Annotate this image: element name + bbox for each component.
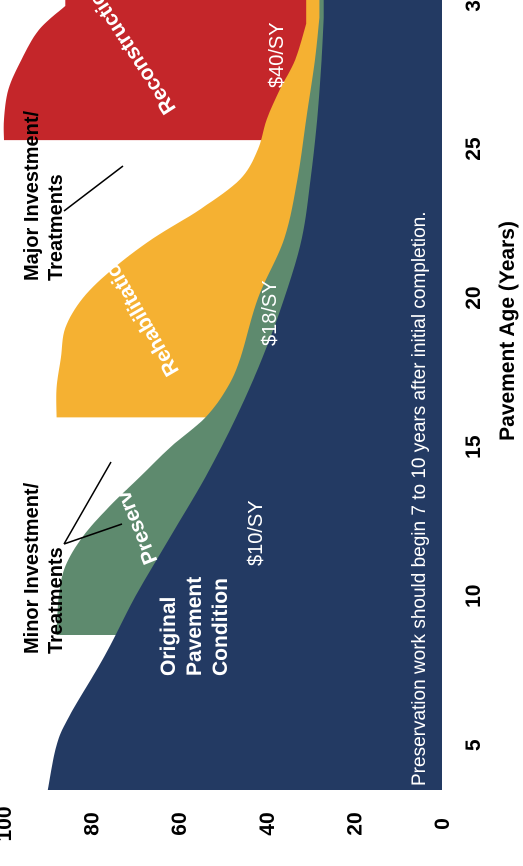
major-leader-line <box>63 165 124 212</box>
major-investment-line-1: Major Investment/ <box>21 111 43 281</box>
annotations: Minor Investment/ Treatments Major Inves… <box>21 111 124 654</box>
plot-area: Original Pavement Condition Preservation $… <box>0 0 519 842</box>
y-tick-label: 80 <box>81 812 104 835</box>
series-areas <box>3 0 442 790</box>
preservation-note: Preservation work should begin 7 to 10 y… <box>409 211 430 786</box>
minor-investment-line-2: Treatments <box>45 547 67 654</box>
rehabilitation-cost-label: $18/SY <box>259 280 281 346</box>
original-pavement-condition-area <box>47 0 442 790</box>
y-tick-label: 0 <box>431 818 454 830</box>
x-tick-label: 20 <box>462 286 485 309</box>
y-tick-label: 100 <box>0 806 16 841</box>
y-tick-label: 60 <box>168 812 191 835</box>
major-investment-line-2: Treatments <box>45 174 67 281</box>
reconstruction-cost-label: $40/SY <box>266 22 288 88</box>
x-axis-ticks: 5 10 15 20 25 30 <box>462 0 485 751</box>
minor-leader-line-1 <box>63 523 123 545</box>
minor-leader-line-2 <box>63 461 112 545</box>
original-label-line-1: Original Pavement Condition <box>157 577 232 676</box>
x-axis-label: Pavement Age (Years) <box>496 221 519 441</box>
x-tick-label: 10 <box>462 585 485 608</box>
x-tick-label: 30 <box>462 0 485 12</box>
y-axis-ticks: 0 20 40 60 80 100 <box>0 806 454 841</box>
preservation-cost-label: $10/SY <box>245 500 267 566</box>
minor-investment-line-1: Minor Investment/ <box>21 482 43 654</box>
x-tick-label: 5 <box>462 739 485 751</box>
x-tick-label: 25 <box>462 137 485 161</box>
y-tick-label: 40 <box>256 812 279 835</box>
y-tick-label: 20 <box>343 812 366 835</box>
x-tick-label: 15 <box>462 435 485 459</box>
